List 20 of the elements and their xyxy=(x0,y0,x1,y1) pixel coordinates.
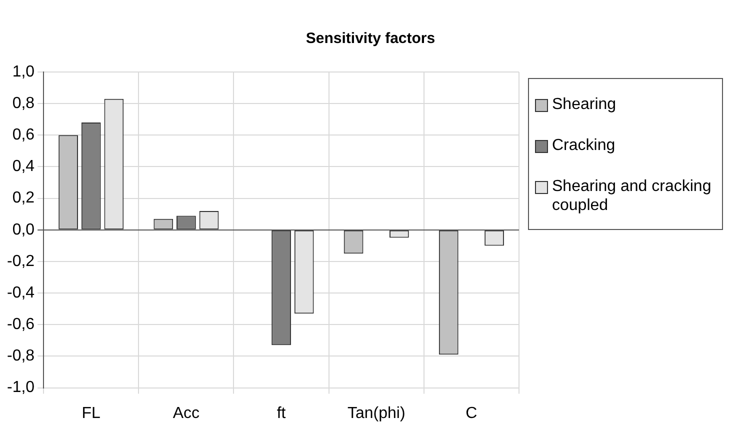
x-tick-label: Acc xyxy=(172,404,200,422)
y-tick-label: 0,6 xyxy=(12,126,35,144)
y-tick-label: -0,4 xyxy=(6,284,35,302)
legend-label: Shearing xyxy=(552,95,616,114)
y-tick-label: -0,8 xyxy=(6,348,35,365)
y-tick-label: 0,0 xyxy=(12,221,35,238)
x-tick-label: FL xyxy=(82,404,101,422)
y-tick-label: -0,6 xyxy=(6,316,35,334)
x-tick-label: Tan(phi) xyxy=(347,404,406,422)
y-tick-label: -1,0 xyxy=(6,379,35,396)
y-tick-label: 0,2 xyxy=(12,190,35,207)
x-tick-label: C xyxy=(466,404,478,422)
chart-title: Sensitivity factors xyxy=(304,30,436,47)
y-tick-label: -0,2 xyxy=(6,252,35,270)
legend-label: Shearing and cracking coupled xyxy=(552,177,712,215)
y-tick-label: 0,4 xyxy=(12,158,35,176)
y-tick-label: 1,0 xyxy=(12,63,35,80)
x-tick-label: ft xyxy=(276,404,286,422)
legend-label: Cracking xyxy=(552,136,616,155)
y-tick-label: 0,8 xyxy=(12,94,35,112)
